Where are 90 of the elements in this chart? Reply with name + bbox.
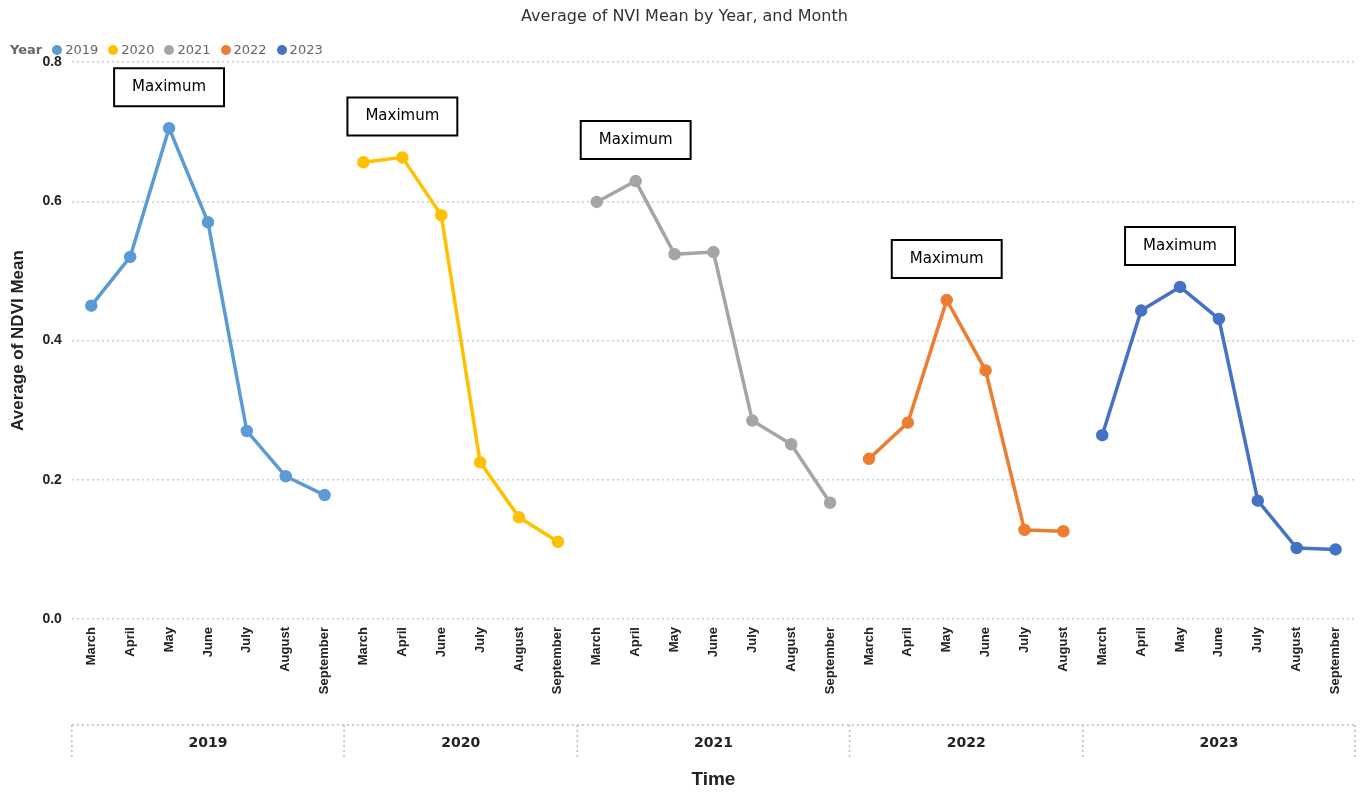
- x-tick-label: May: [1171, 626, 1187, 653]
- point: [590, 195, 604, 209]
- annotation: Maximum: [909, 249, 984, 268]
- x-tick-label: June: [1210, 627, 1226, 658]
- x-tick-label: August: [782, 626, 798, 672]
- x-tick-label: August: [1288, 626, 1304, 672]
- x-tick-label: April: [121, 627, 137, 657]
- legend-title: Year: [10, 42, 43, 57]
- x-tick-label: June: [705, 627, 721, 658]
- point: [162, 121, 176, 135]
- x-tick-label: July: [238, 626, 254, 654]
- x-tick-label: March: [82, 626, 98, 666]
- legend-label: 2022: [233, 42, 267, 57]
- point: [357, 156, 370, 169]
- legend-label: 2019: [65, 42, 99, 57]
- point: [1329, 543, 1342, 556]
- point: [396, 151, 409, 164]
- point: [123, 250, 137, 264]
- y-tick-label: 0.8: [42, 52, 63, 69]
- point: [201, 215, 215, 229]
- x-tick-label: April: [899, 627, 915, 657]
- text: 2020: [441, 733, 481, 750]
- x-tick-label: August: [277, 626, 293, 672]
- point: [1018, 523, 1031, 537]
- legend-label: 2021: [177, 42, 211, 57]
- x-tick-label: July: [1249, 626, 1265, 654]
- annotation: Maximum: [1143, 235, 1217, 254]
- x-tick-label: September: [821, 627, 837, 695]
- point: [473, 456, 487, 469]
- x-tick-label: March: [588, 626, 604, 666]
- y-axis-title: Average of NDVI Mean: [7, 250, 27, 431]
- x-tick-label: September: [1327, 627, 1343, 695]
- x-tick-label: June: [432, 627, 448, 658]
- point: [1134, 304, 1148, 317]
- point: [318, 488, 331, 502]
- x-tick-label: September: [549, 627, 565, 695]
- y-tick-label: 0.6: [42, 192, 63, 209]
- point: [979, 364, 992, 377]
- point: [1251, 494, 1265, 507]
- point: [1173, 280, 1187, 294]
- point: [823, 496, 837, 509]
- annotation: Maximum: [365, 106, 440, 125]
- x-tick-label: July: [743, 626, 759, 654]
- point: [551, 535, 565, 548]
- x-tick-label: July: [471, 626, 487, 654]
- x-axis-title: Time: [691, 767, 736, 789]
- x-tick-label: March: [860, 626, 876, 666]
- x-tick-label: March: [355, 626, 371, 666]
- point: [901, 416, 915, 429]
- x-tick-label: April: [1132, 627, 1148, 657]
- x-tick-label: August: [510, 626, 526, 672]
- legend-label: 2020: [121, 42, 155, 57]
- point: [1290, 541, 1303, 555]
- y-tick-label: 0.0: [42, 609, 63, 626]
- text: 2021: [693, 733, 733, 750]
- point: [279, 470, 292, 483]
- point: [784, 438, 798, 451]
- y-tick-label: 0.4: [42, 331, 63, 348]
- point: [435, 208, 448, 222]
- point: [85, 299, 98, 312]
- y-tick-label: 0.2: [42, 470, 63, 487]
- x-tick-label: August: [1054, 626, 1070, 672]
- x-tick-label: May: [160, 626, 176, 653]
- chart-title: Average of NVI Mean by Year, and Month: [520, 6, 849, 25]
- point: [629, 174, 642, 188]
- x-tick-label: June: [977, 627, 993, 658]
- x-tick-label: May: [666, 626, 682, 653]
- x-tick-label: May: [938, 626, 954, 653]
- text: 2022: [946, 733, 986, 750]
- x-tick-label: April: [393, 627, 409, 657]
- x-tick-label: July: [1016, 626, 1032, 654]
- point: [512, 511, 526, 524]
- point: [668, 247, 681, 261]
- x-tick-label: September: [316, 627, 332, 695]
- x-tick-label: March: [1093, 626, 1109, 666]
- text: 2023: [1199, 733, 1239, 750]
- annotation: Maximum: [598, 129, 673, 148]
- point: [862, 452, 876, 466]
- text: 2019: [188, 733, 228, 750]
- point: [746, 414, 759, 427]
- x-tick-label: April: [627, 627, 643, 657]
- point: [240, 424, 254, 438]
- point: [1057, 525, 1070, 538]
- point: [1212, 312, 1226, 326]
- point: [1096, 428, 1109, 442]
- point: [940, 293, 953, 307]
- legend-label: 2023: [289, 42, 323, 57]
- annotation: Maximum: [132, 77, 207, 96]
- point: [707, 245, 720, 259]
- x-tick-label: June: [199, 627, 215, 658]
